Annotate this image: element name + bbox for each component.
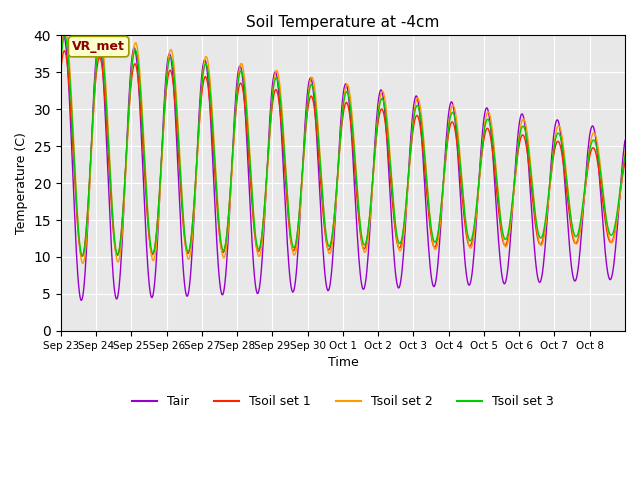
Title: Soil Temperature at -4cm: Soil Temperature at -4cm	[246, 15, 440, 30]
X-axis label: Time: Time	[328, 356, 358, 369]
Text: VR_met: VR_met	[72, 40, 125, 53]
Legend: Tair, Tsoil set 1, Tsoil set 2, Tsoil set 3: Tair, Tsoil set 1, Tsoil set 2, Tsoil se…	[127, 390, 559, 413]
Y-axis label: Temperature (C): Temperature (C)	[15, 132, 28, 234]
